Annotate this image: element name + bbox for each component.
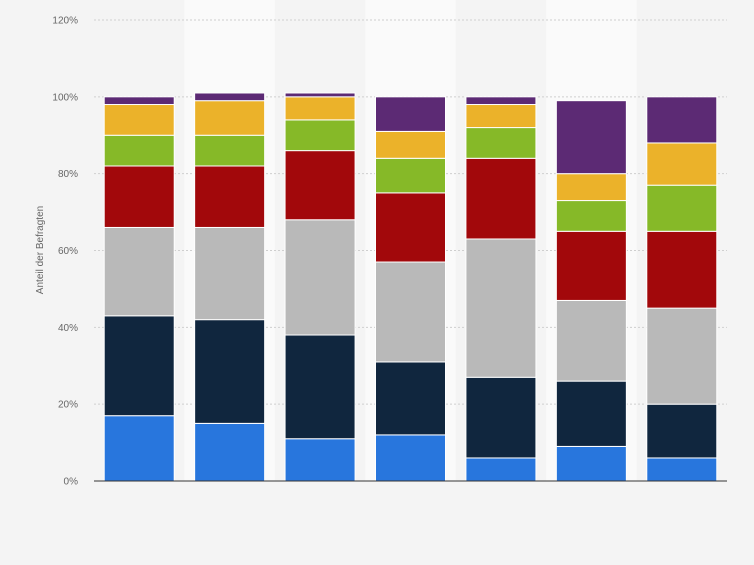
bar-segment[interactable] (103, 165, 175, 228)
bar-segment[interactable] (103, 134, 175, 167)
bar-segment[interactable] (555, 100, 627, 175)
bar-segment[interactable] (194, 92, 266, 102)
y-axis-label: Anteil der Befragten (35, 206, 46, 294)
y-tick-label: 120% (52, 16, 78, 27)
bar-segment[interactable] (194, 226, 266, 321)
bar-segment[interactable] (375, 192, 446, 263)
bar-segment[interactable] (375, 96, 446, 132)
y-tick-label: 60% (58, 246, 78, 257)
bar-segment[interactable] (465, 457, 537, 482)
bar-segment[interactable] (375, 261, 446, 363)
bar-segment[interactable] (375, 130, 446, 159)
bar-segment[interactable] (284, 119, 356, 152)
y-tick-label: 100% (52, 92, 78, 103)
bar-segment[interactable] (284, 438, 356, 482)
bar-segment[interactable] (375, 157, 446, 194)
bar-segment[interactable] (465, 376, 537, 459)
bar-segment[interactable] (194, 319, 266, 424)
bar-segment[interactable] (103, 226, 175, 317)
bar-segment[interactable] (284, 219, 356, 336)
y-tick-label: 0% (64, 477, 79, 488)
bar-segment[interactable] (555, 380, 627, 447)
bar-segment[interactable] (284, 92, 356, 98)
bar-segment[interactable] (646, 184, 718, 232)
bar-segment[interactable] (646, 230, 718, 309)
bar-segment[interactable] (375, 434, 446, 482)
bar-segment[interactable] (284, 334, 356, 440)
bar-segment[interactable] (103, 104, 175, 136)
bar-segment[interactable] (103, 96, 175, 106)
bar-segment[interactable] (194, 422, 266, 482)
bar-segment[interactable] (284, 96, 356, 121)
y-tick-label: 80% (58, 169, 78, 180)
bar-segment[interactable] (103, 415, 175, 482)
bar-segment[interactable] (375, 361, 446, 436)
bar-segment[interactable] (555, 173, 627, 202)
bar-segment[interactable] (555, 200, 627, 232)
bar-segment[interactable] (555, 230, 627, 301)
bar-segment[interactable] (646, 403, 718, 459)
bar-segment[interactable] (465, 104, 537, 129)
bar-segment[interactable] (194, 165, 266, 228)
bar-segment[interactable] (194, 134, 266, 167)
bar-segment[interactable] (284, 150, 356, 221)
bar-segment[interactable] (555, 299, 627, 382)
y-tick-label: 20% (58, 400, 78, 411)
bar-segment[interactable] (103, 315, 175, 417)
bar-segment[interactable] (555, 445, 627, 482)
bar-segment[interactable] (646, 307, 718, 405)
y-tick-label: 40% (58, 323, 78, 334)
bars (103, 92, 718, 482)
bar-segment[interactable] (646, 457, 718, 482)
bar-segment[interactable] (465, 96, 537, 106)
bar-segment[interactable] (646, 142, 718, 186)
bar-segment[interactable] (646, 96, 718, 144)
bar-segment[interactable] (465, 127, 537, 159)
bar-segment[interactable] (465, 238, 537, 378)
bar-segment[interactable] (465, 157, 537, 240)
bar-segment[interactable] (194, 100, 266, 136)
y-axis-tick-labels: 0% 20% 40% 60% 80% 100% 120% (52, 16, 78, 488)
